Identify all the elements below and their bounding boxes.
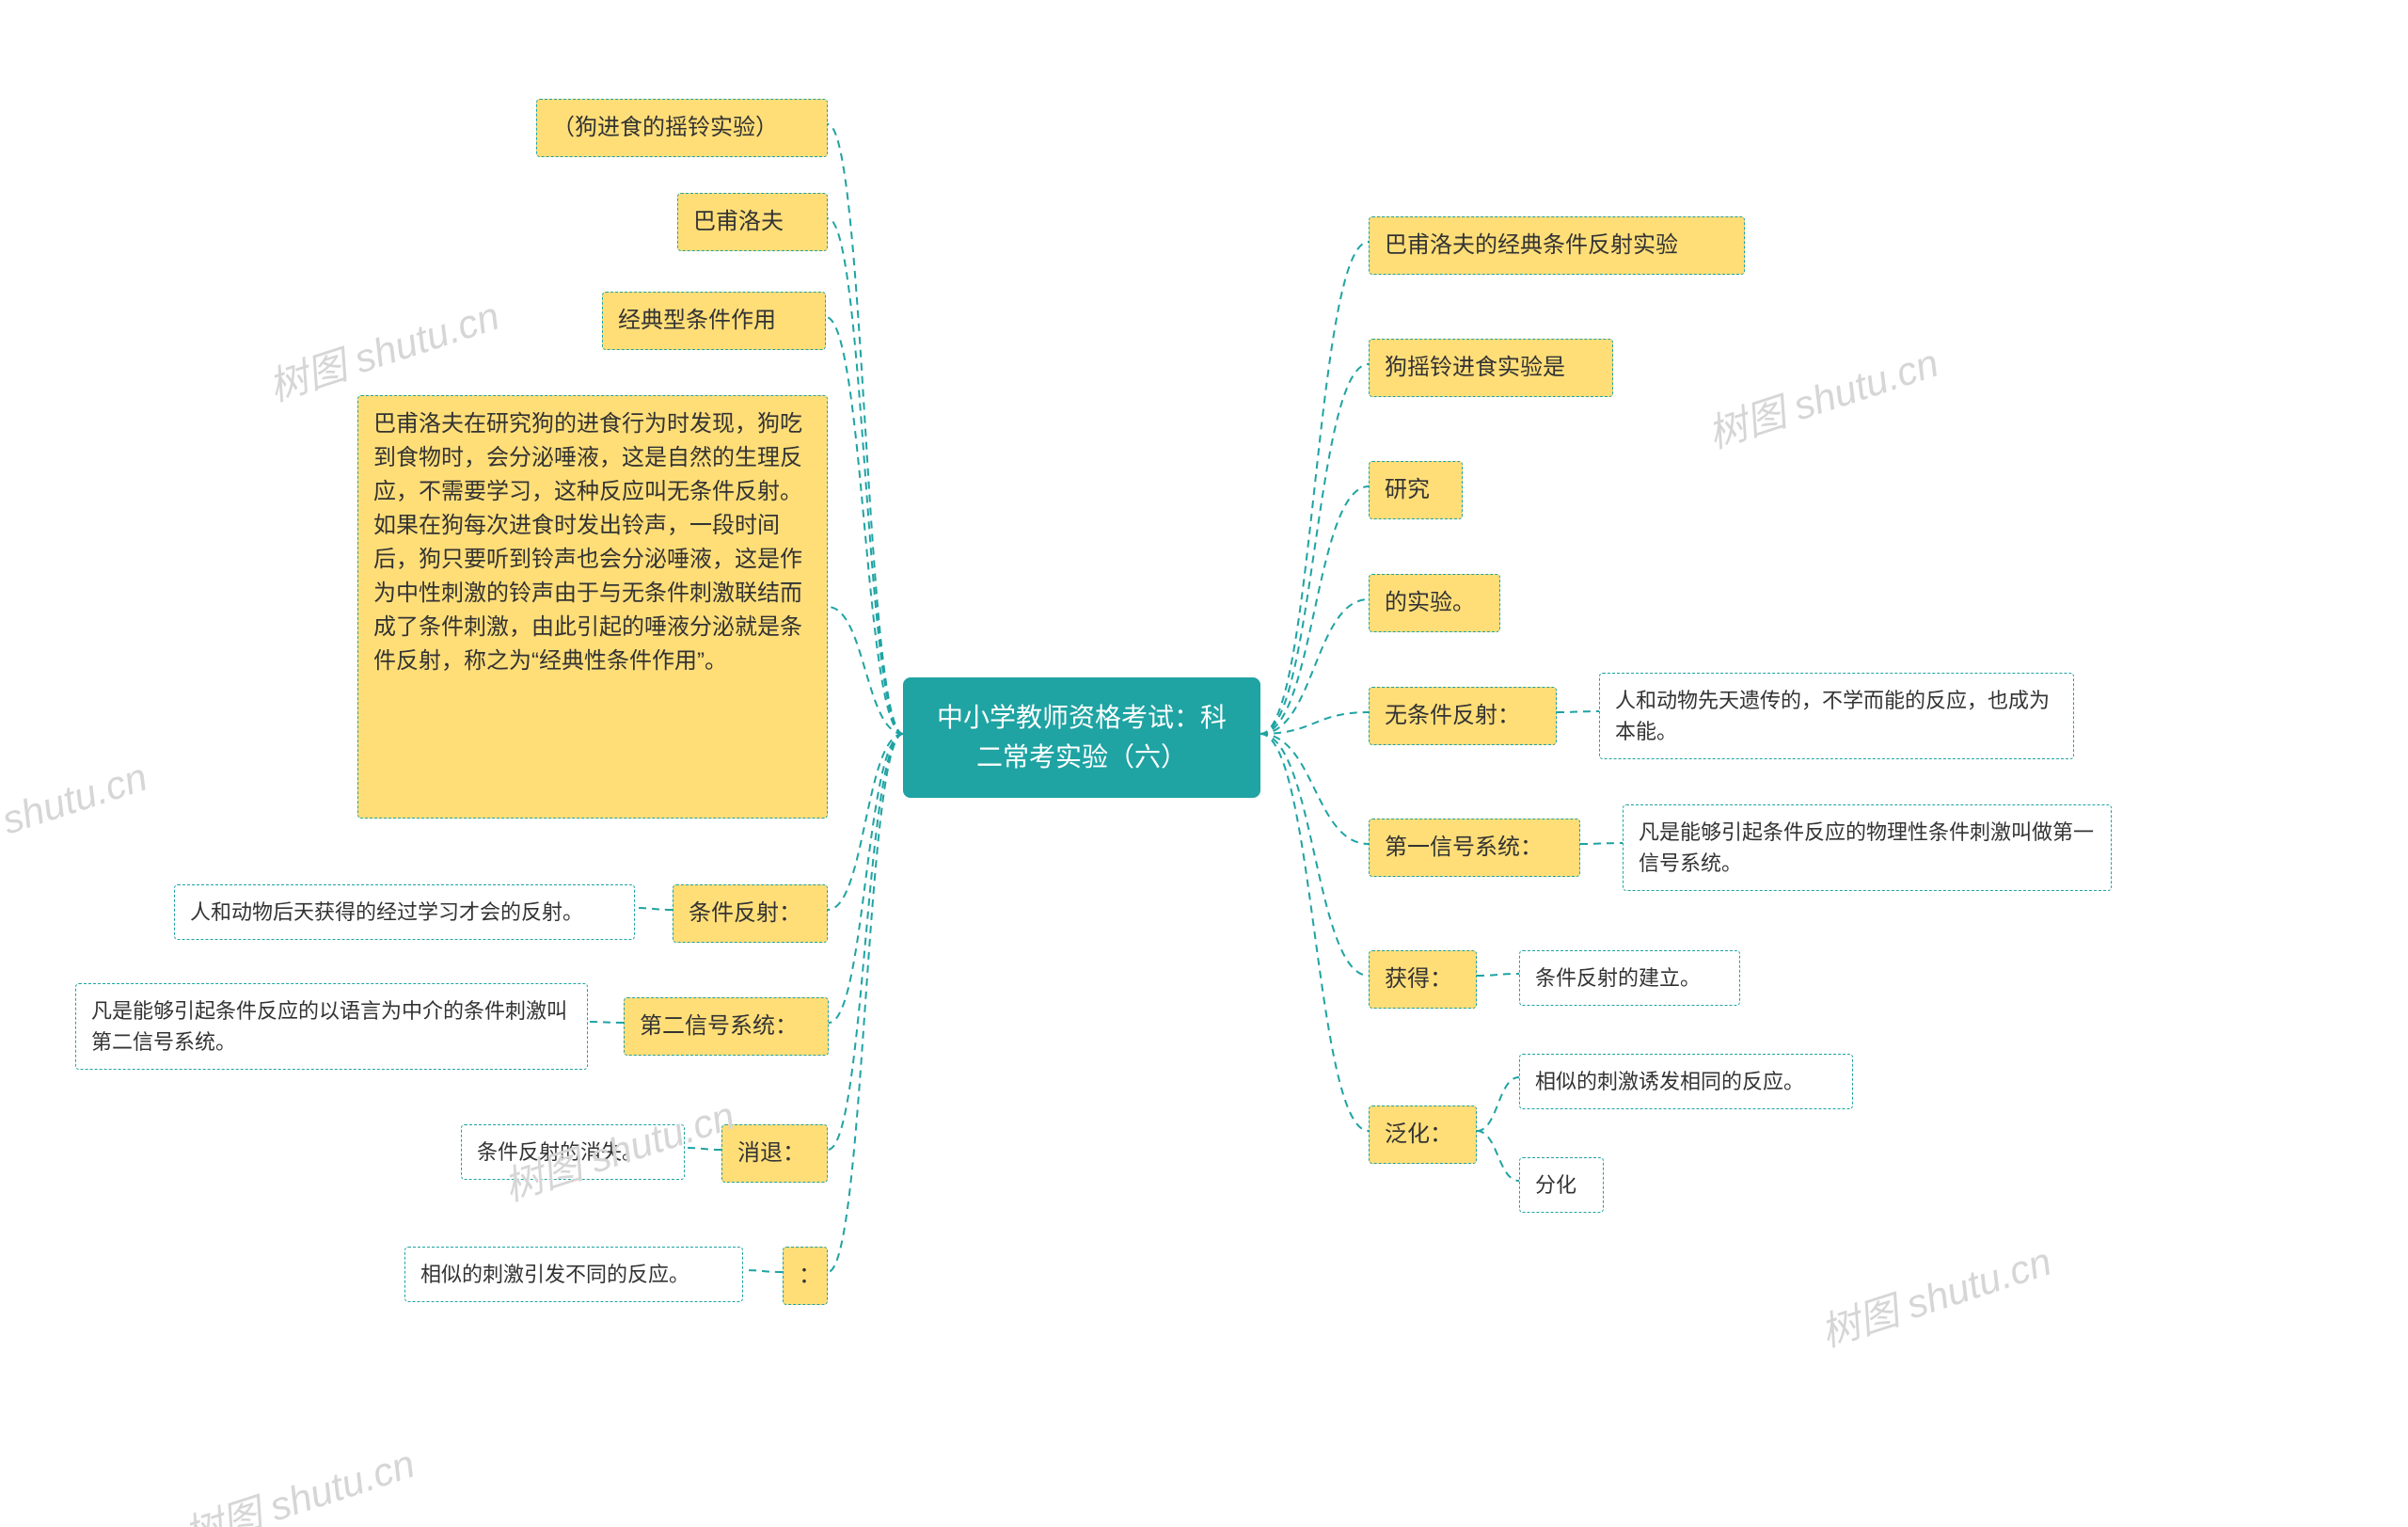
watermark: 树图 shutu.cn bbox=[261, 284, 506, 413]
leaf-node: 条件反射的建立。 bbox=[1519, 950, 1740, 1006]
branch-node: 无条件反射： bbox=[1369, 687, 1557, 745]
leaf-node: 相似的刺激引发不同的反应。 bbox=[404, 1247, 743, 1302]
watermark: 树图 shutu.cn bbox=[1700, 331, 1945, 460]
branch-node: 泛化： bbox=[1369, 1105, 1477, 1164]
branch-node: 巴甫洛夫在研究狗的进食行为时发现，狗吃到食物时，会分泌唾液，这是自然的生理反应，… bbox=[357, 395, 828, 819]
leaf-node: 人和动物后天获得的经过学习才会的反射。 bbox=[174, 884, 635, 940]
watermark: shutu.cn bbox=[0, 755, 152, 844]
root-node: 中小学教师资格考试：科 二常考实验（六） bbox=[903, 677, 1260, 798]
leaf-node: 分化 bbox=[1519, 1157, 1604, 1213]
leaf-node: 条件反射的消失。 bbox=[461, 1124, 685, 1180]
leaf-node: 凡是能够引起条件反应的物理性条件刺激叫做第一信号系统。 bbox=[1623, 804, 2112, 891]
branch-node: （狗进食的摇铃实验） bbox=[536, 99, 828, 157]
branch-node: 狗摇铃进食实验是 bbox=[1369, 339, 1613, 397]
leaf-node: 凡是能够引起条件反应的以语言为中介的条件刺激叫第二信号系统。 bbox=[75, 983, 588, 1070]
branch-node: ： bbox=[783, 1247, 828, 1305]
branch-node: 获得： bbox=[1369, 950, 1477, 1009]
branch-node: 第一信号系统： bbox=[1369, 819, 1580, 877]
branch-node: 的实验。 bbox=[1369, 574, 1500, 632]
watermark: 树图 shutu.cn bbox=[1813, 1230, 2058, 1359]
branch-node: 第二信号系统： bbox=[624, 997, 829, 1056]
branch-node: 研究 bbox=[1369, 461, 1463, 519]
branch-node: 条件反射： bbox=[673, 884, 828, 943]
branch-node: 巴甫洛夫的经典条件反射实验 bbox=[1369, 216, 1745, 275]
leaf-node: 人和动物先天遗传的，不学而能的反应，也成为本能。 bbox=[1599, 673, 2074, 759]
branch-node: 巴甫洛夫 bbox=[677, 193, 828, 251]
leaf-node: 相似的刺激诱发相同的反应。 bbox=[1519, 1054, 1853, 1109]
branch-node: 消退： bbox=[721, 1124, 828, 1183]
branch-node: 经典型条件作用 bbox=[602, 292, 826, 350]
watermark: 树图 shutu.cn bbox=[176, 1432, 421, 1527]
